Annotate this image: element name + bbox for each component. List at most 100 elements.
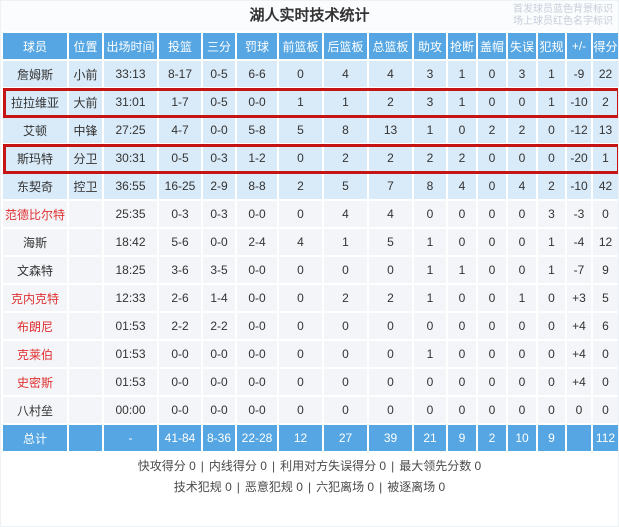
stat-orb: 0 xyxy=(279,257,322,283)
stat-fg: 16-25 xyxy=(159,173,201,199)
stat-pm: -10 xyxy=(567,173,591,199)
stat-pos xyxy=(69,201,102,227)
player-row: 史密斯 01:53 0-0 0-0 0-0 0 0 0 0 0 0 0 0 +4 0 xyxy=(3,369,618,395)
column-header-fg: 投篮 xyxy=(159,33,201,59)
header-row: 球员 位置 出场时间 投篮 三分 罚球 前篮板 后篮板 总篮板 助攻 抢断 盖帽 失误 犯规 +/- 得分 xyxy=(3,33,618,59)
stat-pts: 0 xyxy=(593,341,618,367)
stat-summary-item: 最大领先分数 0 xyxy=(399,459,482,473)
player-row: 东契奇 控卫 36:55 16-25 2-9 8-8 2 5 7 8 4 0 4 2 -10 42 xyxy=(3,173,618,199)
stat-trb: 0 xyxy=(369,313,412,339)
stat-pf: 0 xyxy=(538,285,565,311)
stat-pts: 6 xyxy=(593,313,618,339)
stat-drb: 8 xyxy=(324,117,367,143)
stat-summary-item: 利用对方失误得分 0 xyxy=(280,459,387,473)
column-header-drb: 后篮板 xyxy=(324,33,367,59)
stat-ast: 3 xyxy=(414,89,446,115)
stat-fg: 5-6 xyxy=(159,229,201,255)
stat-blk: 0 xyxy=(478,201,506,227)
stat-stl: 0 xyxy=(448,285,476,311)
stat-tp: 0-3 xyxy=(203,145,235,171)
stat-time: 12:33 xyxy=(104,285,157,311)
stat-blk: 0 xyxy=(478,313,506,339)
stat-pm: -10 xyxy=(567,89,591,115)
stat-orb: 5 xyxy=(279,117,322,143)
footer-separator: | xyxy=(391,459,395,473)
player-name: 八村垒 xyxy=(3,397,67,423)
stat-pts: 5 xyxy=(593,285,618,311)
stat-pos xyxy=(69,425,102,451)
stat-ft: 0-0 xyxy=(237,369,277,395)
stat-pf: 1 xyxy=(538,257,565,283)
stat-pts: 12 xyxy=(593,229,618,255)
stat-pts: 9 xyxy=(593,257,618,283)
stat-pos xyxy=(69,257,102,283)
stat-trb: 4 xyxy=(369,201,412,227)
stat-tp: 0-0 xyxy=(203,229,235,255)
player-row: 布朗尼 01:53 2-2 2-2 0-0 0 0 0 0 0 0 0 0 +4 6 xyxy=(3,313,618,339)
stat-trb: 0 xyxy=(369,397,412,423)
stat-pos xyxy=(69,397,102,423)
stat-pos: 小前 xyxy=(69,61,102,87)
stat-trb: 4 xyxy=(369,61,412,87)
footer-foul-stats: 技术犯规 0 | 恶意犯规 0 | 六犯离场 0 | 被逐离场 0 xyxy=(1,477,618,498)
stat-ast: 2 xyxy=(414,145,446,171)
stat-pos: 中锋 xyxy=(69,117,102,143)
stat-pf: 0 xyxy=(538,145,565,171)
stat-pf: 9 xyxy=(538,425,565,451)
stat-time: 31:01 xyxy=(104,89,157,115)
stat-fg: 0-0 xyxy=(159,369,201,395)
stat-pos xyxy=(69,369,102,395)
stat-stl: 0 xyxy=(448,117,476,143)
player-name: 斯玛特 xyxy=(3,145,67,171)
stat-pts: 0 xyxy=(593,201,618,227)
player-row: 艾顿 中锋 27:25 4-7 0-0 5-8 5 8 13 1 0 2 2 0 -12 13 xyxy=(3,117,618,143)
stat-pf: 0 xyxy=(538,341,565,367)
stat-ast: 0 xyxy=(414,313,446,339)
player-row: 八村垒 00:00 0-0 0-0 0-0 0 0 0 0 0 0 0 0 0 0 xyxy=(3,397,618,423)
stat-time: 18:25 xyxy=(104,257,157,283)
stat-stl: 0 xyxy=(448,369,476,395)
stat-orb: 0 xyxy=(279,369,322,395)
stat-pf: 0 xyxy=(538,117,565,143)
stat-tov: 0 xyxy=(508,89,536,115)
page-title: 湖人实时技术统计 xyxy=(249,7,370,24)
stat-drb: 27 xyxy=(324,425,367,451)
stat-orb: 0 xyxy=(279,145,322,171)
stat-pm: -7 xyxy=(567,257,591,283)
stat-ft: 1-2 xyxy=(237,145,277,171)
stat-trb: 7 xyxy=(369,173,412,199)
stat-tp: 2-2 xyxy=(203,313,235,339)
stat-stl: 0 xyxy=(448,201,476,227)
stat-orb: 0 xyxy=(279,201,322,227)
stat-time: 18:42 xyxy=(104,229,157,255)
stat-ast: 1 xyxy=(414,257,446,283)
stat-drb: 5 xyxy=(324,173,367,199)
stat-tov: 10 xyxy=(508,425,536,451)
stat-time: 27:25 xyxy=(104,117,157,143)
stat-ast: 3 xyxy=(414,61,446,87)
stat-fg: 4-7 xyxy=(159,117,201,143)
stat-blk: 0 xyxy=(478,145,506,171)
stat-pf: 2 xyxy=(538,173,565,199)
stat-pf: 1 xyxy=(538,89,565,115)
footer-separator: | xyxy=(200,459,204,473)
player-name: 文森特 xyxy=(3,257,67,283)
stat-blk: 0 xyxy=(478,341,506,367)
stat-time: - xyxy=(104,425,157,451)
stat-drb: 0 xyxy=(324,313,367,339)
player-name: 海斯 xyxy=(3,229,67,255)
stat-fg: 8-17 xyxy=(159,61,201,87)
stat-tp: 3-5 xyxy=(203,257,235,283)
stat-ft: 0-0 xyxy=(237,341,277,367)
stat-pm: -9 xyxy=(567,61,591,87)
stat-time: 00:00 xyxy=(104,397,157,423)
stat-tov: 4 xyxy=(508,173,536,199)
stat-ast: 1 xyxy=(414,117,446,143)
column-header-time: 出场时间 xyxy=(104,33,157,59)
footer-separator: | xyxy=(379,480,383,494)
stat-pf: 1 xyxy=(538,229,565,255)
stat-drb: 2 xyxy=(324,145,367,171)
stat-fg: 41-84 xyxy=(159,425,201,451)
stat-tp: 0-0 xyxy=(203,369,235,395)
stat-drb: 1 xyxy=(324,89,367,115)
